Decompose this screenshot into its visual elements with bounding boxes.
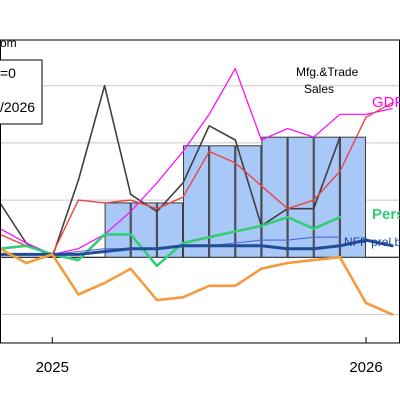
- legend-box: =0 /2026: [0, 59, 43, 125]
- series-line-5: [0, 238, 394, 256]
- series-label: Mfg.&Trade: [296, 65, 359, 79]
- series-labels: Mfg.&Trade Sales GDP Pers NFP prel b: [296, 65, 400, 249]
- legend-text-2: /2026: [0, 99, 35, 115]
- series-label: GDP: [372, 94, 400, 111]
- series-line-6: [0, 247, 394, 316]
- line-series: [0, 67, 394, 316]
- series-line-2: [0, 102, 393, 256]
- series-label: Pers: [372, 206, 400, 223]
- x-tick-label: 2026: [349, 359, 382, 376]
- bar: [209, 145, 236, 258]
- series-label: NFP prel b: [344, 235, 400, 249]
- legend-text-1: =0: [0, 65, 16, 81]
- bar: [235, 145, 262, 258]
- x-axis: 2025 2026: [36, 337, 383, 376]
- series-label: Sales: [304, 82, 334, 96]
- x-tick-label: 2025: [36, 359, 69, 376]
- series-line-1: [0, 67, 393, 255]
- source-text: om: [0, 36, 17, 50]
- legend-box-frame: [0, 59, 43, 125]
- bar: [339, 136, 366, 258]
